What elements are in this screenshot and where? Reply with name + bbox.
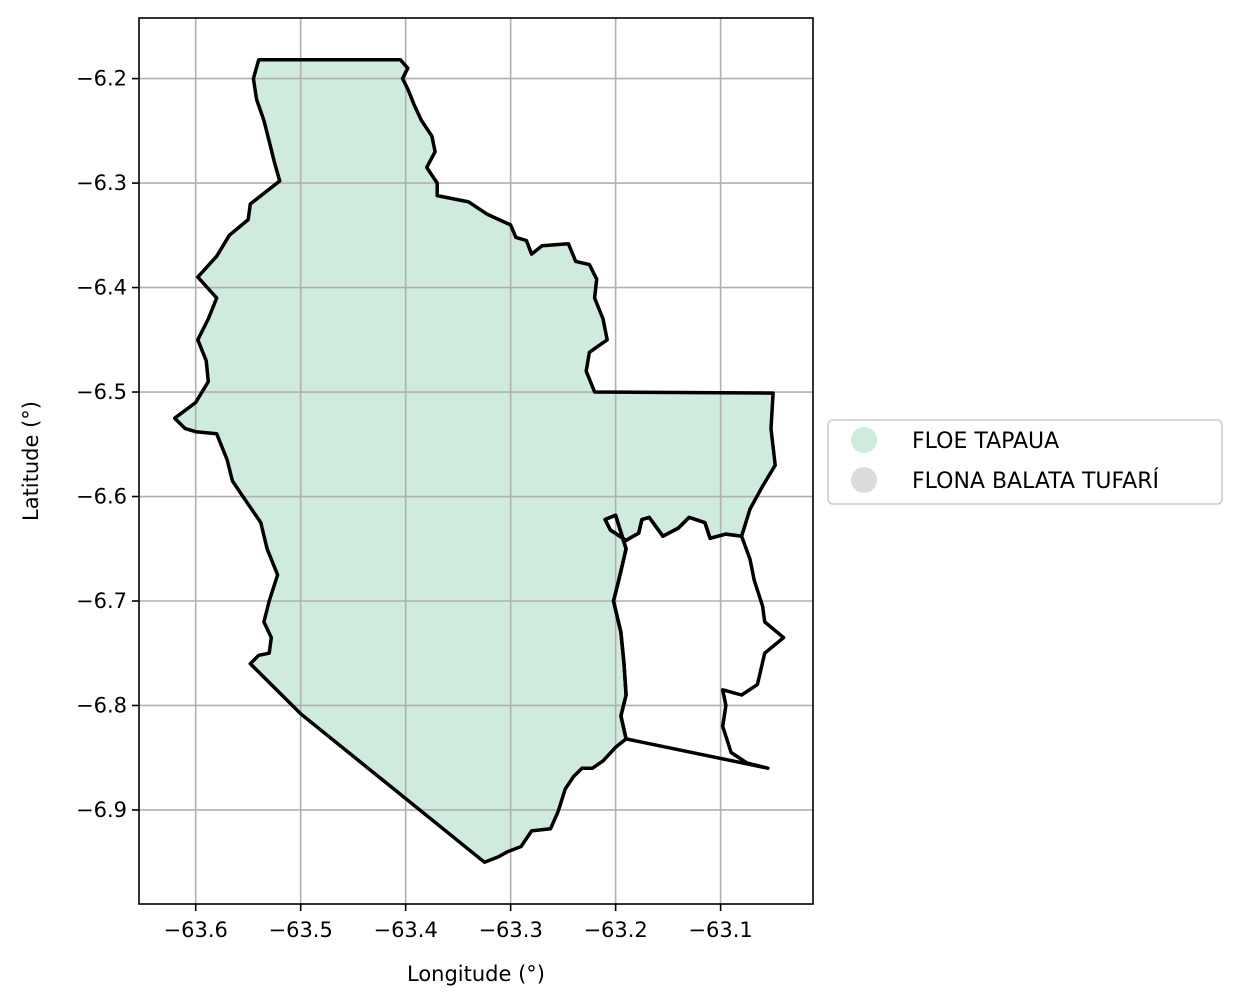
y-tick-label-0: −6.2 bbox=[76, 67, 127, 91]
y-tick-label-6: −6.8 bbox=[76, 693, 127, 717]
region-fill-1 bbox=[605, 515, 784, 769]
legend-label-1: FLONA BALATA TUFARÍ bbox=[912, 468, 1159, 494]
region-fill-0 bbox=[174, 59, 776, 863]
plot-area bbox=[138, 17, 814, 905]
x-tick-label-5: −63.1 bbox=[688, 918, 752, 942]
legend-label-0: FLOE TAPAUA bbox=[912, 429, 1059, 454]
x-tick-label-1: −63.5 bbox=[268, 918, 332, 942]
x-axis: −63.6 −63.5 −63.4 −63.3 −63.2 −63.1 bbox=[164, 904, 753, 942]
y-axis-label: Latitude (°) bbox=[19, 401, 43, 521]
y-tick-label-4: −6.6 bbox=[76, 485, 127, 509]
legend-marker-1 bbox=[851, 467, 877, 493]
legend-marker-0 bbox=[851, 427, 877, 453]
plot-frame bbox=[138, 17, 814, 905]
x-tick-label-2: −63.4 bbox=[373, 918, 437, 942]
y-tick-label-7: −6.9 bbox=[76, 798, 127, 822]
region-boundary-1 bbox=[603, 513, 786, 770]
x-tick-label-4: −63.2 bbox=[583, 918, 647, 942]
y-tick-label-3: −6.5 bbox=[76, 380, 127, 404]
x-tick-label-0: −63.6 bbox=[164, 918, 228, 942]
y-tick-label-5: −6.7 bbox=[76, 589, 127, 613]
y-axis: −6.2 −6.3 −6.4 −6.5 −6.6 −6.7 −6.8 −6.9 bbox=[76, 67, 139, 822]
y-tick-label-1: −6.3 bbox=[76, 171, 127, 195]
legend: FLOE TAPAUA FLONA BALATA TUFARÍ bbox=[827, 419, 1223, 505]
y-tick-label-2: −6.4 bbox=[76, 276, 127, 300]
x-axis-label: Longitude (°) bbox=[407, 962, 545, 986]
x-tick-label-3: −63.3 bbox=[478, 918, 542, 942]
legend-box bbox=[827, 419, 1223, 505]
